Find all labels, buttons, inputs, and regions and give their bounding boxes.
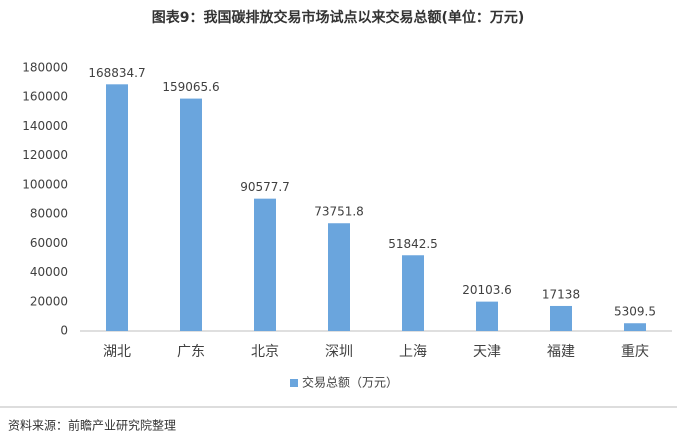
legend-label: 交易总额（万元） <box>302 375 398 390</box>
y-tick-label: 140000 <box>22 119 68 133</box>
data-label: 20103.6 <box>462 283 512 297</box>
data-label: 51842.5 <box>388 237 438 251</box>
y-tick-label: 80000 <box>30 207 68 221</box>
data-label: 159065.6 <box>162 80 219 94</box>
y-tick-label: 20000 <box>30 294 68 308</box>
y-tick-label: 40000 <box>30 265 68 279</box>
legend-swatch <box>290 379 298 387</box>
bar <box>328 223 350 331</box>
bar <box>254 198 276 331</box>
y-tick-label: 60000 <box>30 236 68 250</box>
data-label: 90577.7 <box>240 180 290 194</box>
chart-title: 图表9：我国碳排放交易市场试点以来交易总额(单位：万元) <box>152 9 525 26</box>
x-tick-label: 上海 <box>399 344 427 360</box>
x-tick-label: 天津 <box>473 344 501 360</box>
x-tick-label: 深圳 <box>325 344 353 360</box>
bar <box>106 84 128 331</box>
data-label: 73751.8 <box>314 205 364 219</box>
bar <box>624 323 646 331</box>
data-label: 17138 <box>542 287 580 301</box>
x-tick-label: 广东 <box>177 344 205 360</box>
bar <box>550 305 572 331</box>
x-tick-label: 重庆 <box>621 344 649 360</box>
y-tick-label: 180000 <box>22 61 68 75</box>
y-tick-label: 160000 <box>22 90 68 104</box>
x-tick-label: 湖北 <box>103 344 131 360</box>
data-label: 168834.7 <box>88 66 145 80</box>
y-tick-label: 120000 <box>22 148 68 162</box>
x-tick-label: 北京 <box>251 344 279 360</box>
y-tick-label: 0 <box>60 324 68 338</box>
source: 资料来源：前瞻产业研究院整理 <box>8 418 176 433</box>
x-tick-label: 福建 <box>547 344 575 360</box>
y-tick-label: 100000 <box>22 177 68 191</box>
bar <box>402 255 424 331</box>
bar <box>180 98 202 331</box>
bar <box>476 301 498 331</box>
data-label: 5309.5 <box>614 305 656 319</box>
